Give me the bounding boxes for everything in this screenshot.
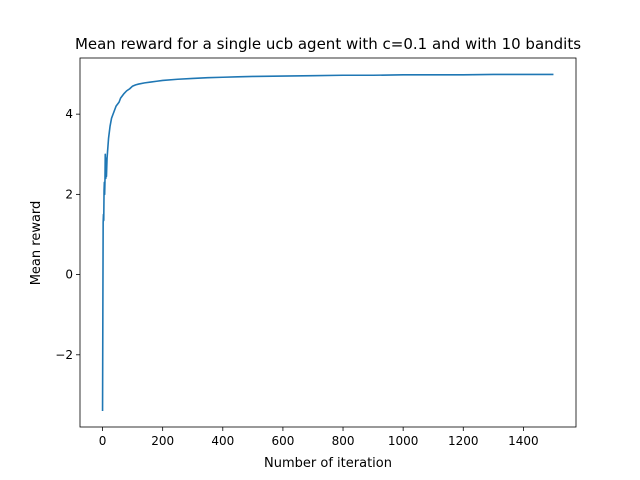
y-tick-label: 2 (65, 187, 73, 201)
x-axis-label: Number of iteration (264, 456, 392, 471)
x-tick-label: 1000 (388, 434, 419, 448)
y-tick-label: −2 (55, 348, 73, 362)
x-tick-label: 200 (151, 434, 174, 448)
x-tick-label: 0 (99, 434, 107, 448)
x-tick-label: 600 (271, 434, 294, 448)
y-tick-label: 4 (65, 107, 73, 121)
axes-frame (79, 57, 577, 428)
y-tick-label: 0 (65, 268, 73, 282)
x-tick-label: 800 (332, 434, 355, 448)
x-tick-label: 1200 (448, 434, 479, 448)
plot-area: 0 200 400 600 800 1000 1200 1400 −2 0 2 4 (55, 57, 577, 448)
x-tick-label: 1400 (508, 434, 539, 448)
series-line-0 (101, 73, 554, 411)
y-axis-label: Mean reward (29, 201, 44, 286)
x-tick-label: 400 (211, 434, 234, 448)
chart-title: Mean reward for a single ucb agent with … (75, 35, 581, 53)
